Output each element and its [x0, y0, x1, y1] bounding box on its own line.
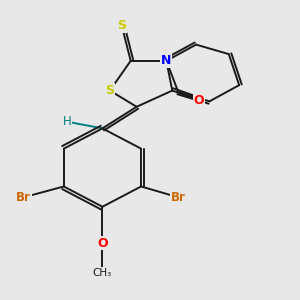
Text: S: S: [105, 84, 114, 97]
Text: O: O: [97, 237, 108, 250]
Text: CH₃: CH₃: [93, 268, 112, 278]
Text: H: H: [62, 115, 71, 128]
Text: Br: Br: [171, 191, 186, 204]
Text: N: N: [161, 54, 172, 67]
Text: Br: Br: [16, 191, 31, 204]
Text: S: S: [117, 19, 126, 32]
Text: O: O: [194, 94, 204, 106]
